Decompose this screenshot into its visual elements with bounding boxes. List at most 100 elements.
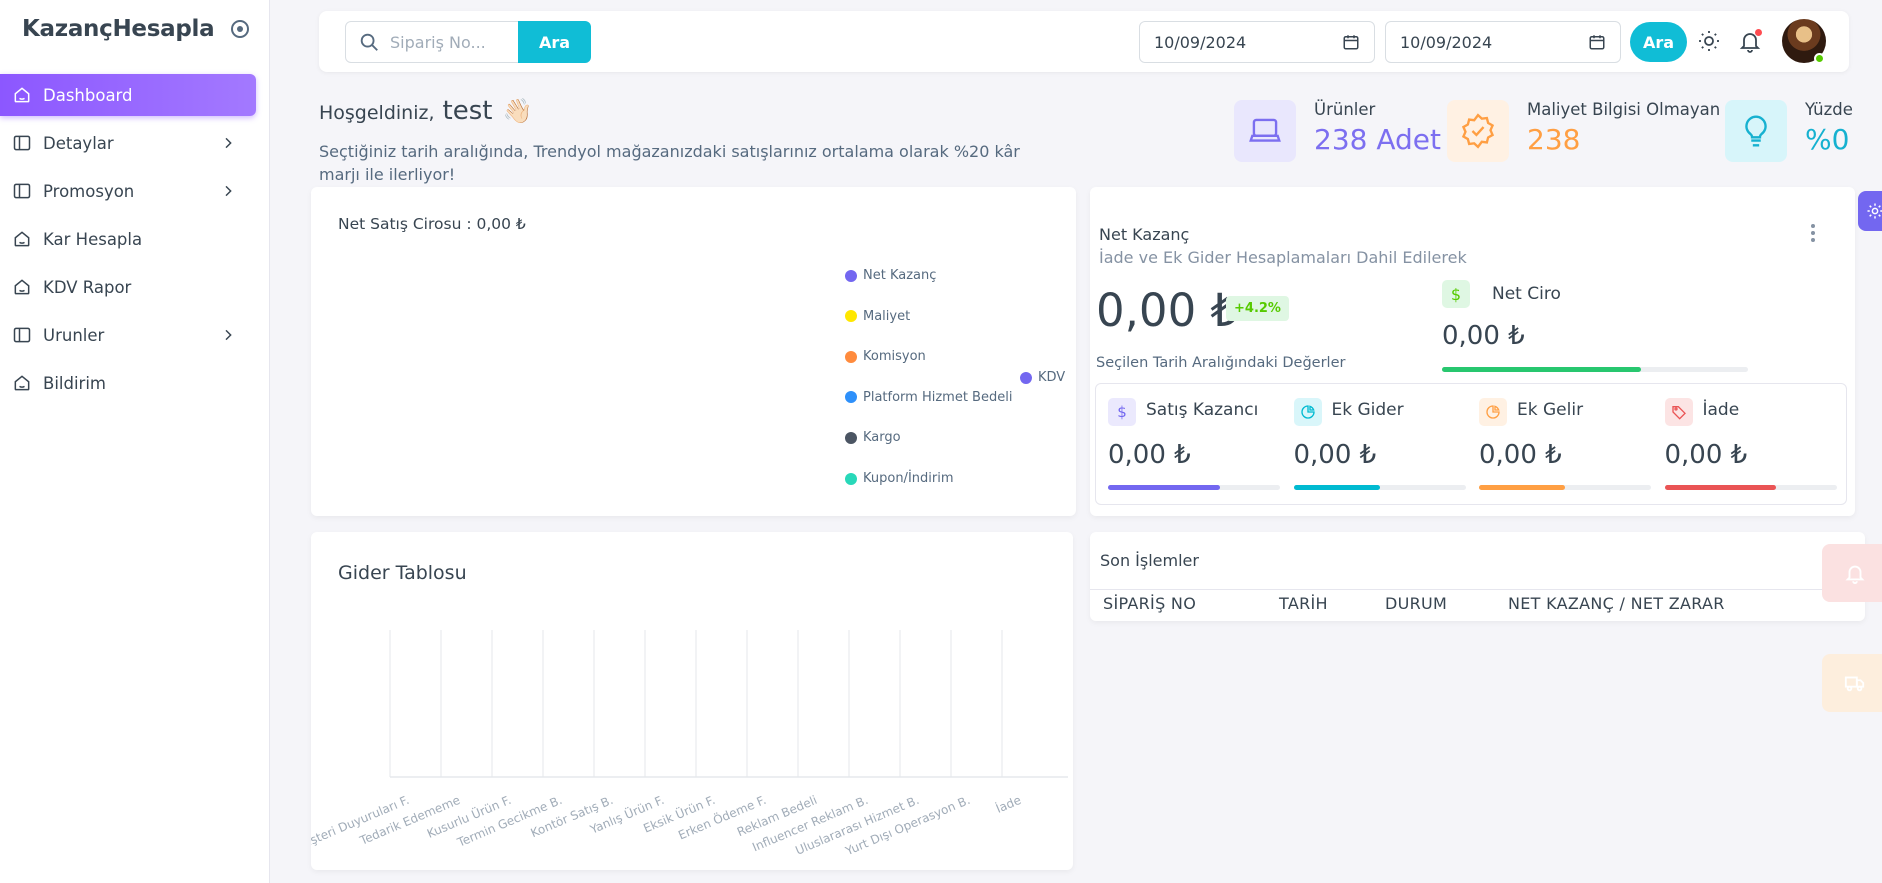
net-profit-value: 0,00 ₺ [1096, 284, 1240, 337]
start-date-value: 10/09/2024 [1154, 32, 1247, 52]
pie-chart-icon [1479, 398, 1507, 426]
stat-value: %0 [1805, 123, 1850, 156]
legend-dot [845, 350, 857, 363]
pie-chart-icon [1293, 398, 1322, 426]
sidebar-item-label: Kar Hesapla [43, 229, 143, 249]
legend-item[interactable]: Kargo [845, 430, 901, 445]
net-profit-subtitle: İade ve Ek Gider Hesaplamaları Dahil Edi… [1099, 248, 1467, 267]
legend-label: Komisyon [863, 349, 926, 365]
legend-dot [845, 310, 857, 323]
home-icon [14, 231, 30, 247]
gear-icon [1867, 203, 1882, 219]
more-options-icon[interactable] [1811, 224, 1815, 244]
sidebar-item-urunler[interactable]: Urunler [0, 314, 256, 356]
stat-value: 238 [1527, 123, 1581, 156]
calendar-icon[interactable] [1588, 33, 1606, 51]
metric-value: 0,00 ₺ [1479, 440, 1562, 470]
legend-label: Kargo [863, 430, 901, 446]
growth-badge: +4.2% [1226, 296, 1289, 321]
stat-missing-cost: Maliyet Bilgisi Olmayan 238 [1447, 100, 1720, 162]
settings-float-button[interactable] [1858, 191, 1882, 231]
layout-sidebar-icon [13, 327, 31, 343]
legend-dot [845, 269, 857, 282]
net-sales-title: Net Satış Cirosu : 0,00 ₺ [338, 215, 526, 233]
legend-item[interactable]: Komisyon [845, 349, 926, 364]
expense-chart-title: Gider Tablosu [338, 562, 467, 584]
shipping-float-button[interactable] [1822, 654, 1882, 712]
expense-bar-chart: Müşteri Duyuruları F.Tedarik EdememeKusu… [311, 630, 1068, 858]
net-ciro-progress [1442, 367, 1748, 372]
sidebar: KazançHesapla Dashboard Detaylar Promosyon… [0, 0, 270, 883]
legend-label: Kupon/İndirim [863, 471, 954, 486]
net-ciro-progress-fill [1442, 367, 1641, 372]
truck-icon [1844, 676, 1865, 692]
online-status-dot [1814, 53, 1825, 64]
sidebar-item-kdv-rapor[interactable]: KDV Rapor [0, 266, 256, 308]
filter-button[interactable]: Ara [1630, 22, 1687, 62]
stat-percentage: Yüzde %0 [1725, 100, 1853, 162]
net-profit-card: Net Kazanç İade ve Ek Gider Hesaplamalar… [1090, 187, 1855, 516]
legend-item[interactable]: Platform Hizmet Bedeli [845, 390, 1012, 405]
home-icon [14, 279, 30, 295]
metric-label: İade [1702, 400, 1740, 420]
metric-progress-fill [1664, 485, 1777, 490]
divider [1090, 589, 1865, 590]
notification-float-button[interactable] [1822, 544, 1882, 602]
net-profit-title: Net Kazanç [1099, 225, 1190, 244]
legend-label: Net Kazanç [863, 268, 937, 283]
expense-chart-card: Gider Tablosu Müşteri Duyuruları F. Tedar… [311, 532, 1073, 870]
table-header-cell: SİPARİŞ NO [1103, 594, 1197, 613]
wave-icon: 👋🏻 [502, 97, 533, 125]
welcome-message: Seçtiğiniz tarih aralığında, Trendyol ma… [319, 142, 1020, 184]
legend-label: KDV [1038, 370, 1066, 385]
metric-value: 0,00 ₺ [1108, 440, 1191, 470]
sun-icon[interactable] [1697, 29, 1721, 53]
legend-item[interactable]: Net Kazanç [845, 268, 936, 283]
sidebar-item-label: Dashboard [43, 85, 133, 105]
stat-label: Yüzde [1805, 100, 1853, 119]
calendar-icon[interactable] [1342, 33, 1360, 51]
table-header-cell: NET KAZANÇ / NET ZARAR [1508, 594, 1725, 613]
sidebar-item-bildirim[interactable]: Bildirim [0, 362, 256, 404]
bell-icon[interactable] [1738, 29, 1762, 53]
brand: KazançHesapla [0, 0, 269, 58]
net-profit-caption: Seçilen Tarih Aralığındaki Değerler [1096, 355, 1346, 371]
metric-value: 0,00 ₺ [1293, 440, 1377, 470]
legend-item[interactable]: Kupon/İndirim [845, 471, 954, 486]
metric-progress [1108, 485, 1280, 490]
metric-label: Ek Gelir [1517, 400, 1584, 420]
legend-item-kdv[interactable]: KDV [1020, 370, 1065, 385]
lightbulb-icon [1725, 100, 1787, 162]
legend-dot [845, 391, 857, 404]
brand-name: KazançHesapla [22, 16, 215, 42]
layout-sidebar-icon [13, 183, 31, 199]
layout-sidebar-icon [13, 135, 31, 151]
stat-label: Maliyet Bilgisi Olmayan [1527, 100, 1721, 119]
sidebar-item-kar-hesapla[interactable]: Kar Hesapla [0, 218, 256, 260]
stat-label: Ürünler [1314, 100, 1376, 119]
topbar: Ara 10/09/2024 10/09/2024 Ara [319, 11, 1849, 72]
legend-label: Maliyet [863, 308, 911, 324]
search-box [345, 21, 519, 63]
sidebar-item-detaylar[interactable]: Detaylar [0, 122, 256, 164]
sidebar-item-dashboard[interactable]: Dashboard [0, 74, 256, 116]
legend-dot [845, 472, 857, 485]
laptop-icon [1234, 100, 1296, 162]
end-date-input[interactable]: 10/09/2024 [1385, 21, 1621, 63]
sidebar-toggle-icon[interactable] [231, 20, 249, 38]
metric-progress-fill [1293, 485, 1380, 490]
notification-dot [1755, 29, 1762, 36]
metric-progress [1479, 485, 1651, 490]
legend-item[interactable]: Maliyet [845, 309, 910, 324]
badge-check-icon [1447, 100, 1509, 162]
table-header-cell: DURUM [1385, 594, 1448, 613]
order-search-input[interactable] [390, 32, 510, 52]
metric-label: Ek Gider [1331, 400, 1404, 420]
x-tick-label: İade [993, 792, 1023, 816]
search-button[interactable]: Ara [518, 21, 591, 63]
sidebar-item-label: Bildirim [43, 373, 106, 393]
legend-dot [1020, 371, 1032, 384]
stat-products: Ürünler 238 Adet [1234, 100, 1441, 162]
sidebar-item-promosyon[interactable]: Promosyon [0, 170, 256, 212]
start-date-input[interactable]: 10/09/2024 [1139, 21, 1375, 63]
